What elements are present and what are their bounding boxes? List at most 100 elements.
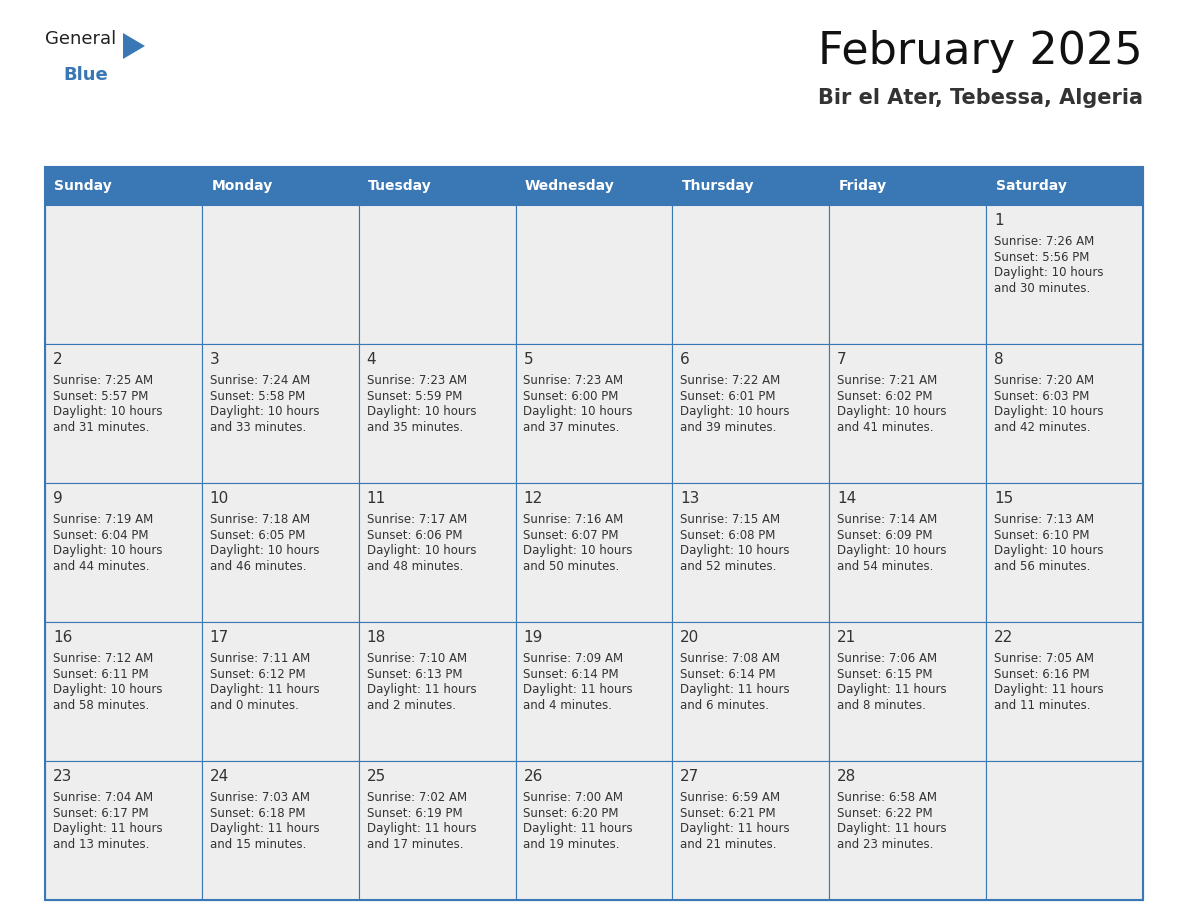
Text: and 35 minutes.: and 35 minutes. bbox=[367, 420, 463, 434]
Text: Sunset: 6:02 PM: Sunset: 6:02 PM bbox=[838, 390, 933, 403]
Text: 19: 19 bbox=[524, 631, 543, 645]
Bar bbox=[829, 761, 986, 900]
Text: Sunrise: 7:19 AM: Sunrise: 7:19 AM bbox=[52, 513, 153, 526]
Text: and 23 minutes.: and 23 minutes. bbox=[838, 838, 934, 851]
Text: 14: 14 bbox=[838, 491, 857, 507]
Text: Daylight: 10 hours: Daylight: 10 hours bbox=[367, 406, 476, 419]
Text: 23: 23 bbox=[52, 769, 72, 784]
Bar bbox=[672, 205, 829, 344]
Bar bbox=[672, 483, 829, 622]
Text: 8: 8 bbox=[994, 353, 1004, 367]
Text: and 52 minutes.: and 52 minutes. bbox=[681, 560, 777, 573]
Text: Sunset: 6:16 PM: Sunset: 6:16 PM bbox=[994, 667, 1089, 681]
Text: and 54 minutes.: and 54 minutes. bbox=[838, 560, 934, 573]
Text: Daylight: 10 hours: Daylight: 10 hours bbox=[681, 406, 790, 419]
Text: and 31 minutes.: and 31 minutes. bbox=[52, 420, 150, 434]
Text: and 6 minutes.: and 6 minutes. bbox=[681, 699, 770, 711]
Text: Sunset: 6:11 PM: Sunset: 6:11 PM bbox=[52, 667, 148, 681]
Text: Sunset: 6:01 PM: Sunset: 6:01 PM bbox=[681, 390, 776, 403]
Text: Daylight: 10 hours: Daylight: 10 hours bbox=[210, 406, 320, 419]
Text: and 8 minutes.: and 8 minutes. bbox=[838, 699, 925, 711]
Text: Sunrise: 7:03 AM: Sunrise: 7:03 AM bbox=[210, 791, 310, 804]
Text: Sunrise: 6:58 AM: Sunrise: 6:58 AM bbox=[838, 791, 937, 804]
Text: and 33 minutes.: and 33 minutes. bbox=[210, 420, 307, 434]
Text: Sunset: 6:05 PM: Sunset: 6:05 PM bbox=[210, 529, 305, 542]
Text: and 19 minutes.: and 19 minutes. bbox=[524, 838, 620, 851]
Text: Daylight: 11 hours: Daylight: 11 hours bbox=[210, 683, 320, 697]
Text: and 46 minutes.: and 46 minutes. bbox=[210, 560, 307, 573]
Text: and 41 minutes.: and 41 minutes. bbox=[838, 420, 934, 434]
Text: 13: 13 bbox=[681, 491, 700, 507]
Text: 18: 18 bbox=[367, 631, 386, 645]
Text: Sunset: 6:20 PM: Sunset: 6:20 PM bbox=[524, 807, 619, 820]
Text: Sunset: 6:17 PM: Sunset: 6:17 PM bbox=[52, 807, 148, 820]
Bar bbox=[45, 205, 202, 344]
Text: Sunset: 6:14 PM: Sunset: 6:14 PM bbox=[524, 667, 619, 681]
Text: and 37 minutes.: and 37 minutes. bbox=[524, 420, 620, 434]
Text: Sunset: 6:08 PM: Sunset: 6:08 PM bbox=[681, 529, 776, 542]
Text: 17: 17 bbox=[210, 631, 229, 645]
Text: Daylight: 11 hours: Daylight: 11 hours bbox=[367, 683, 476, 697]
Text: Daylight: 11 hours: Daylight: 11 hours bbox=[524, 823, 633, 835]
Text: 9: 9 bbox=[52, 491, 63, 507]
Bar bbox=[202, 205, 359, 344]
Text: Daylight: 10 hours: Daylight: 10 hours bbox=[52, 406, 163, 419]
Text: Sunset: 6:21 PM: Sunset: 6:21 PM bbox=[681, 807, 776, 820]
Text: Saturday: Saturday bbox=[996, 179, 1067, 193]
Text: Daylight: 11 hours: Daylight: 11 hours bbox=[367, 823, 476, 835]
Text: Sunset: 5:59 PM: Sunset: 5:59 PM bbox=[367, 390, 462, 403]
Text: Sunrise: 7:08 AM: Sunrise: 7:08 AM bbox=[681, 653, 781, 666]
Text: Sunset: 6:22 PM: Sunset: 6:22 PM bbox=[838, 807, 933, 820]
Bar bbox=[359, 761, 516, 900]
Text: Sunrise: 7:16 AM: Sunrise: 7:16 AM bbox=[524, 513, 624, 526]
Text: Monday: Monday bbox=[211, 179, 272, 193]
Bar bbox=[202, 344, 359, 483]
Text: Wednesday: Wednesday bbox=[525, 179, 614, 193]
Bar bbox=[45, 622, 202, 761]
Text: Sunrise: 7:25 AM: Sunrise: 7:25 AM bbox=[52, 375, 153, 387]
Text: and 13 minutes.: and 13 minutes. bbox=[52, 838, 150, 851]
Text: Blue: Blue bbox=[63, 66, 108, 84]
Text: Daylight: 11 hours: Daylight: 11 hours bbox=[994, 683, 1104, 697]
Text: Daylight: 10 hours: Daylight: 10 hours bbox=[524, 544, 633, 557]
Text: and 21 minutes.: and 21 minutes. bbox=[681, 838, 777, 851]
Text: 12: 12 bbox=[524, 491, 543, 507]
Text: Sunrise: 7:23 AM: Sunrise: 7:23 AM bbox=[367, 375, 467, 387]
Bar bbox=[672, 761, 829, 900]
Bar bbox=[202, 622, 359, 761]
Text: Sunrise: 6:59 AM: Sunrise: 6:59 AM bbox=[681, 791, 781, 804]
Text: Daylight: 11 hours: Daylight: 11 hours bbox=[524, 683, 633, 697]
Bar bbox=[359, 167, 516, 205]
Text: 4: 4 bbox=[367, 353, 377, 367]
Bar bbox=[672, 622, 829, 761]
Text: Sunrise: 7:23 AM: Sunrise: 7:23 AM bbox=[524, 375, 624, 387]
Text: Sunrise: 7:00 AM: Sunrise: 7:00 AM bbox=[524, 791, 624, 804]
Text: Sunrise: 7:18 AM: Sunrise: 7:18 AM bbox=[210, 513, 310, 526]
Text: Sunset: 6:07 PM: Sunset: 6:07 PM bbox=[524, 529, 619, 542]
Text: Sunrise: 7:09 AM: Sunrise: 7:09 AM bbox=[524, 653, 624, 666]
Bar bbox=[829, 167, 986, 205]
Text: Sunrise: 7:02 AM: Sunrise: 7:02 AM bbox=[367, 791, 467, 804]
Text: Sunrise: 7:21 AM: Sunrise: 7:21 AM bbox=[838, 375, 937, 387]
Text: Sunset: 6:10 PM: Sunset: 6:10 PM bbox=[994, 529, 1089, 542]
Text: February 2025: February 2025 bbox=[819, 30, 1143, 73]
Text: and 2 minutes.: and 2 minutes. bbox=[367, 699, 455, 711]
Text: Sunset: 6:14 PM: Sunset: 6:14 PM bbox=[681, 667, 776, 681]
Text: Sunrise: 7:04 AM: Sunrise: 7:04 AM bbox=[52, 791, 153, 804]
Text: Daylight: 10 hours: Daylight: 10 hours bbox=[994, 406, 1104, 419]
Text: Tuesday: Tuesday bbox=[368, 179, 432, 193]
Bar bbox=[359, 344, 516, 483]
Text: 28: 28 bbox=[838, 769, 857, 784]
Text: 11: 11 bbox=[367, 491, 386, 507]
Bar bbox=[986, 483, 1143, 622]
Text: Sunset: 6:09 PM: Sunset: 6:09 PM bbox=[838, 529, 933, 542]
Bar bbox=[202, 761, 359, 900]
Text: 26: 26 bbox=[524, 769, 543, 784]
Bar bbox=[829, 344, 986, 483]
Text: Daylight: 10 hours: Daylight: 10 hours bbox=[210, 544, 320, 557]
Bar bbox=[986, 761, 1143, 900]
Text: Sunset: 6:15 PM: Sunset: 6:15 PM bbox=[838, 667, 933, 681]
Bar bbox=[516, 483, 672, 622]
Text: Sunset: 6:06 PM: Sunset: 6:06 PM bbox=[367, 529, 462, 542]
Text: Daylight: 11 hours: Daylight: 11 hours bbox=[838, 683, 947, 697]
